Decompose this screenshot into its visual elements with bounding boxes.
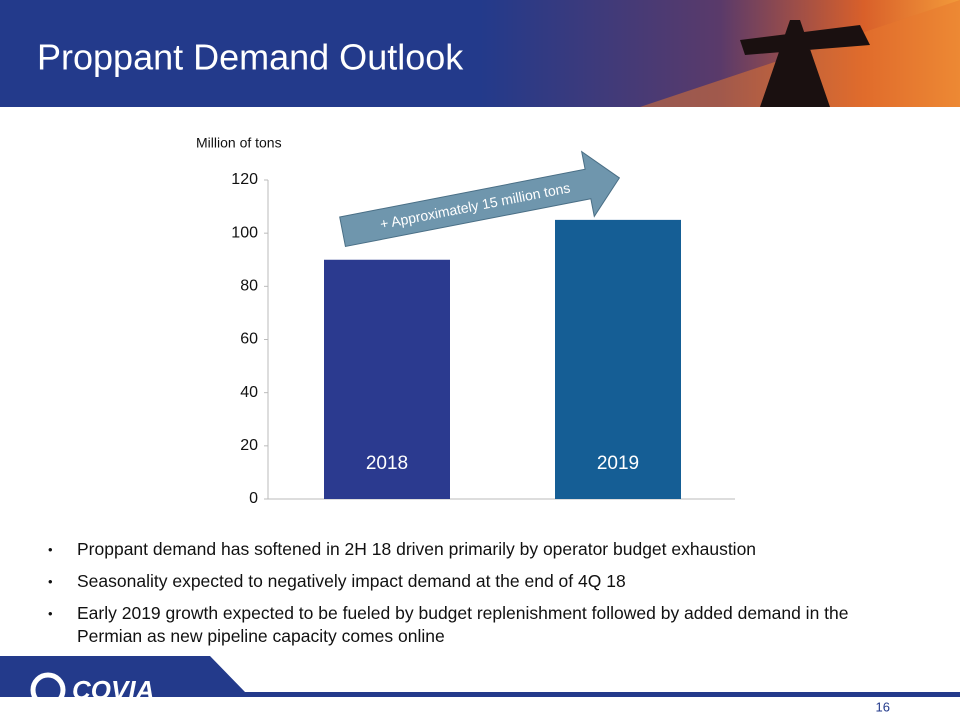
bullet-list: Proppant demand has softened in 2H 18 dr…: [40, 538, 890, 657]
bullet: Proppant demand has softened in 2H 18 dr…: [40, 538, 882, 561]
bar: [555, 219, 681, 499]
logo-mark: [30, 672, 66, 708]
y-tick-label: 0: [249, 490, 258, 507]
page-number: 16: [876, 699, 890, 714]
y-tick-label: 40: [240, 384, 258, 401]
y-tick-label: 120: [231, 171, 258, 188]
logo: COVIA: [72, 675, 154, 705]
category-label: 2018: [366, 453, 408, 474]
bullet: Early 2019 growth expected to be fueled …: [40, 602, 882, 648]
bar: [324, 259, 450, 499]
category-label: 2019: [597, 453, 639, 474]
y-tick-label: 60: [240, 331, 258, 348]
slide-title: Proppant Demand Outlook: [37, 37, 464, 78]
annotation-arrow: [339, 150, 621, 248]
y-tick-label: 20: [240, 437, 258, 454]
bullet: Seasonality expected to negatively impac…: [40, 570, 882, 593]
y-axis-label: Million of tons: [196, 135, 282, 151]
y-tick-label: 80: [240, 278, 258, 295]
footer-band: [0, 656, 960, 697]
y-tick-label: 100: [231, 224, 258, 241]
pumpjack: [740, 20, 870, 107]
